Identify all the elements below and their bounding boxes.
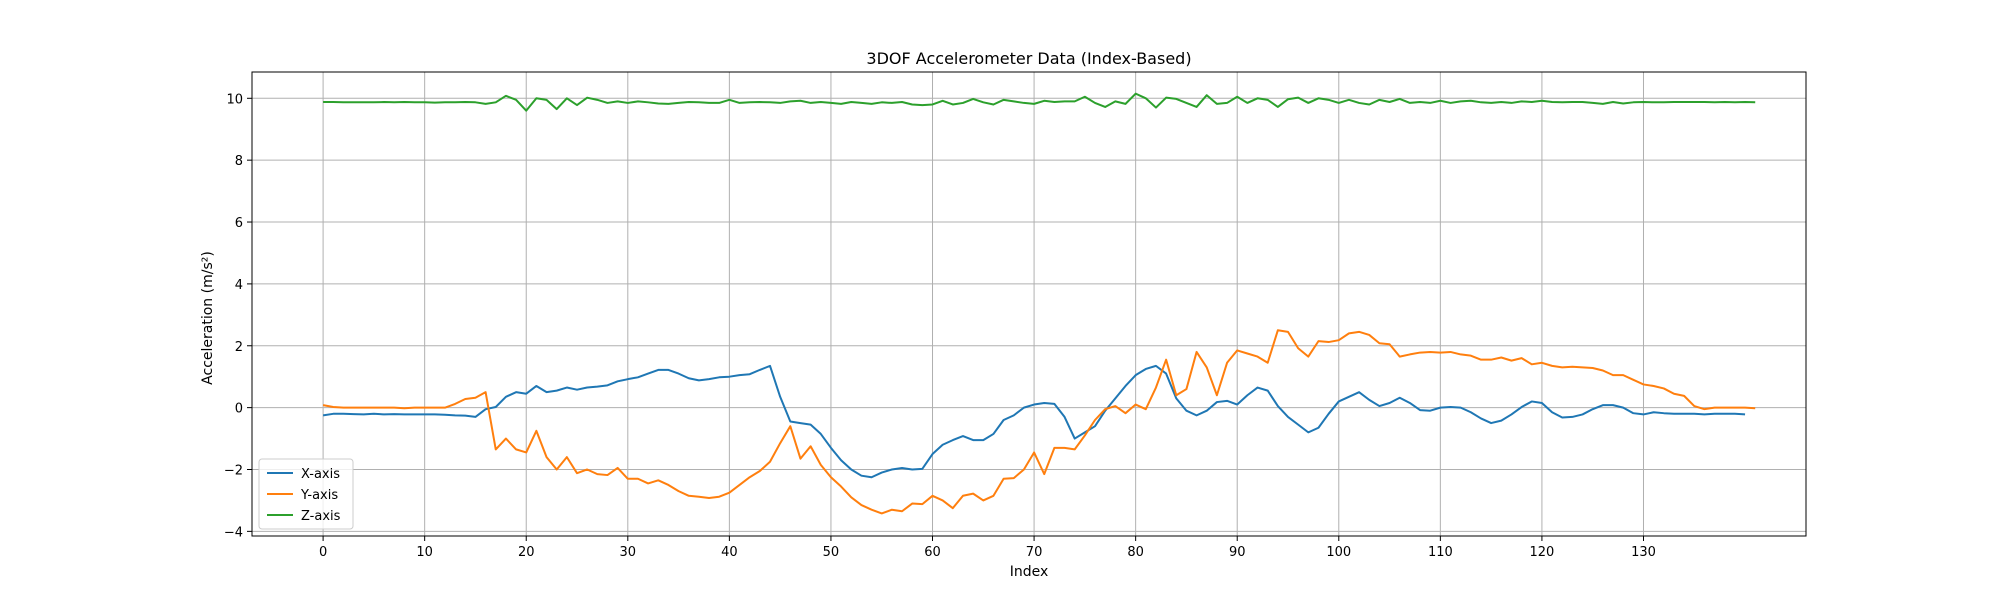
x-tick-label: 110: [1428, 545, 1453, 560]
x-tick-label: 0: [319, 545, 327, 560]
y-tick-label: −2: [224, 463, 243, 478]
x-tick-label: 30: [620, 545, 637, 560]
x-tick-label: 10: [416, 545, 433, 560]
y-tick-label: 10: [226, 92, 243, 107]
series-line-y-axis: [322, 329, 1756, 515]
x-tick-label: 60: [924, 545, 941, 560]
x-tick-label: 50: [823, 545, 840, 560]
x-axis-label: Index: [1010, 564, 1049, 580]
x-tick-label: 80: [1127, 545, 1144, 560]
x-tick-label: 100: [1326, 545, 1351, 560]
x-tick-label: 20: [518, 545, 535, 560]
y-tick-label: −4: [224, 525, 243, 540]
series-line-x-axis: [322, 364, 1746, 479]
x-tick-label: 70: [1026, 545, 1043, 560]
axis-ticks: 0 10 20 30 40 50 60 70 80 90 100 110 120 130 −4 −2 0 2 4 6 8…: [224, 92, 1656, 560]
x-tick-label: 120: [1530, 545, 1555, 560]
y-tick-label: 4: [235, 278, 243, 293]
grid: [252, 72, 1806, 536]
x-tick-label: 90: [1229, 545, 1246, 560]
y-tick-label: 6: [235, 216, 243, 231]
legend-label: Y-axis: [300, 488, 338, 503]
legend-box: [258, 458, 354, 530]
chart-title: 3DOF Accelerometer Data (Index-Based): [866, 49, 1191, 68]
series-line-z-axis: [323, 92, 1756, 112]
series-lines: [322, 92, 1756, 515]
legend: X-axis Y-axis Z-axis: [258, 458, 354, 530]
plot-frame: [251, 71, 1807, 537]
legend-label: X-axis: [301, 467, 340, 482]
legend-label: Z-axis: [301, 509, 341, 524]
y-axis-label: Acceleration (m/s²): [200, 251, 216, 385]
x-tick-label: 40: [721, 545, 738, 560]
y-tick-label: 0: [235, 402, 243, 417]
y-tick-label: 8: [235, 154, 243, 169]
x-tick-label: 130: [1631, 545, 1656, 560]
y-tick-label: 2: [235, 340, 243, 355]
